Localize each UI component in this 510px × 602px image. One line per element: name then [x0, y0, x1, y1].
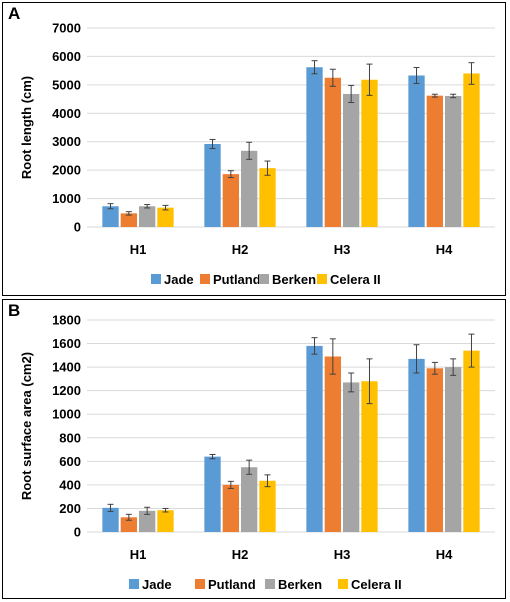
bar-celera-ii-h3	[361, 79, 378, 228]
y-tick-label: 1800	[52, 313, 81, 328]
y-tick-label: 1000	[52, 191, 81, 206]
legend-swatch-celera-ii	[338, 579, 348, 589]
bar-jade-h4	[408, 75, 425, 228]
y-tick-label: 1400	[52, 360, 81, 375]
y-tick-label: 2000	[52, 163, 81, 178]
category-label: H2	[232, 547, 249, 562]
y-tick-label: 1200	[52, 383, 81, 398]
panel-a-letter: A	[8, 4, 21, 23]
y-tick-label: 6000	[52, 49, 81, 64]
legend-swatch-jade	[151, 274, 161, 284]
bar-berken-h2	[241, 467, 258, 532]
bar-celera-ii-h2	[259, 168, 276, 227]
bar-putland-h3	[324, 77, 341, 227]
bar-berken-h3	[343, 382, 360, 532]
category-label: H1	[130, 547, 147, 562]
y-tick-label: 0	[74, 525, 81, 540]
bar-celera-ii-h2	[259, 480, 276, 532]
bar-putland-h3	[324, 356, 341, 532]
legend-swatch-putland	[200, 274, 210, 284]
bar-celera-ii-h1	[157, 207, 174, 227]
panel-b: B 0 200 400 600 800 1000 1200 1400 1600 1800 Root …	[2, 299, 506, 599]
y-tick-label: 200	[59, 501, 81, 516]
bar-jade-h2	[204, 143, 221, 227]
bar-putland-h4	[426, 368, 443, 532]
bar-berken-h1	[139, 206, 156, 227]
legend-swatch-putland	[195, 579, 205, 589]
bar-berken-h4	[445, 367, 462, 532]
category-label: H1	[130, 242, 147, 257]
category-label: H4	[436, 547, 453, 562]
bar-putland-h1	[120, 213, 137, 227]
y-tick-label: 4000	[52, 106, 81, 121]
bar-putland-h2	[222, 484, 239, 532]
chart-b: 0 200 400 600 800 1000 1200 1400 1600 1800 Root su…	[19, 313, 495, 592]
legend-label-berken: Berken	[272, 272, 316, 287]
category-label: H2	[232, 242, 249, 257]
panel-b-letter: B	[8, 301, 21, 320]
bar-putland-h4	[426, 95, 443, 227]
legend-swatch-berken	[259, 274, 269, 284]
legend-label-berken: Berken	[278, 577, 322, 592]
category-label: H3	[334, 547, 351, 562]
bar-putland-h1	[120, 517, 137, 532]
bar-celera-ii-h4	[463, 350, 480, 532]
panel-a: A 0 1000 2000 3000 4000 5000 6000 7000 Root leng…	[2, 2, 506, 296]
bar-celera-ii-h1	[157, 510, 174, 532]
y-tick-label: 600	[59, 454, 81, 469]
y-tick-label: 3000	[52, 134, 81, 149]
y-tick-label: 7000	[52, 21, 81, 36]
y-tick-label: 0	[74, 220, 81, 235]
bar-putland-h2	[222, 174, 239, 227]
category-label: H3	[334, 242, 351, 257]
y-tick-label: 1000	[52, 407, 81, 422]
y-axis-label: Root surface area (cm2)	[19, 352, 34, 500]
y-axis-label: Root length (cm)	[19, 76, 34, 179]
legend-label-jade: Jade	[142, 577, 172, 592]
bar-celera-ii-h3	[361, 381, 378, 532]
y-tick-label: 400	[59, 477, 81, 492]
legend-label-jade: Jade	[164, 272, 194, 287]
legend-label-celera-ii: Celera II	[330, 272, 381, 287]
y-tick-label: 1600	[52, 336, 81, 351]
bar-berken-h3	[343, 93, 360, 227]
bar-jade-h2	[204, 456, 221, 532]
bar-jade-h4	[408, 358, 425, 532]
legend-label-celera-ii: Celera II	[351, 577, 402, 592]
legend-swatch-celera-ii	[317, 274, 327, 284]
bar-celera-ii-h4	[463, 73, 480, 227]
bar-jade-h3	[306, 345, 323, 532]
y-tick-label: 800	[59, 430, 81, 445]
legend-label-putland: Putland	[208, 577, 256, 592]
legend-swatch-berken	[265, 579, 275, 589]
bar-jade-h1	[102, 507, 119, 532]
bar-berken-h4	[445, 95, 462, 228]
bar-berken-h2	[241, 150, 258, 227]
legend-swatch-jade	[129, 579, 139, 589]
bar-jade-h3	[306, 67, 323, 227]
category-label: H4	[436, 242, 453, 257]
y-tick-label: 5000	[52, 77, 81, 92]
bar-berken-h1	[139, 510, 156, 532]
bar-jade-h1	[102, 206, 119, 227]
chart-a: 0 1000 2000 3000 4000 5000 6000 7000 Root length…	[19, 21, 495, 287]
legend-label-putland: Putland	[213, 272, 261, 287]
